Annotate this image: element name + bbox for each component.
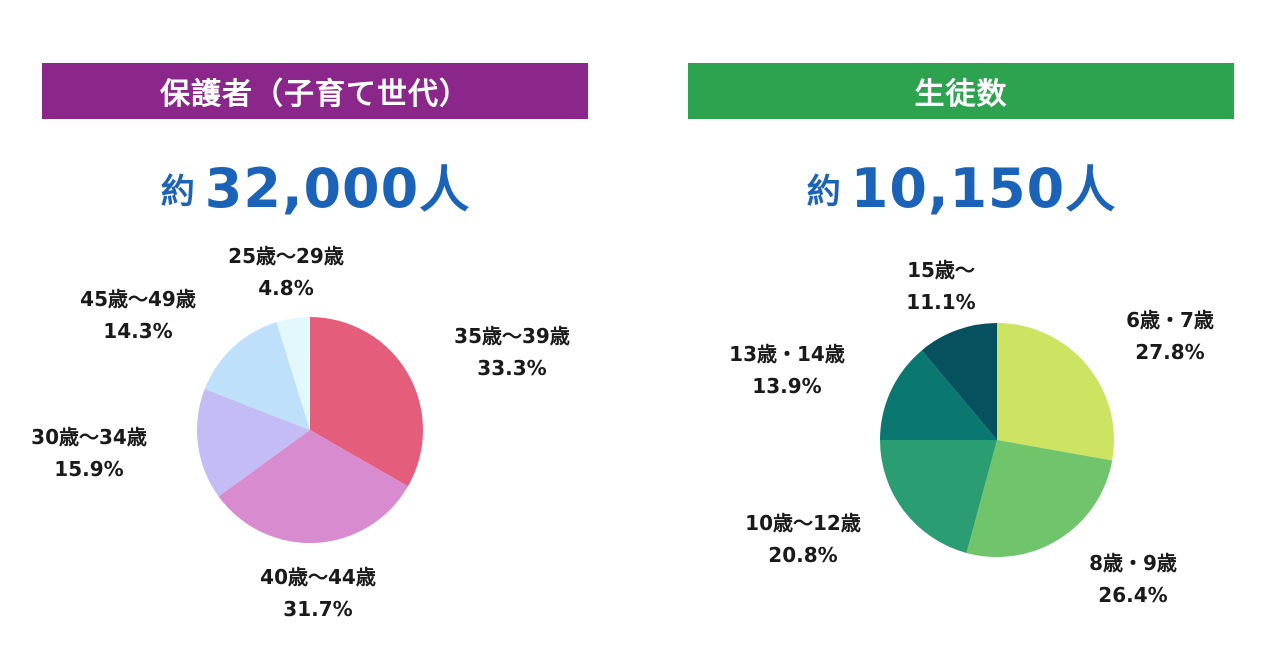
- guardians-total-unit: 人: [419, 161, 470, 219]
- students-total: 約 10,150人: [688, 150, 1234, 222]
- pie-slice-15: [921, 323, 997, 440]
- pie-label-6-7: 6歳・7歳: [1126, 308, 1214, 332]
- pie-label-10-12: 10歳〜12歳: [745, 511, 861, 535]
- guardians-total-prefix: 約: [160, 172, 195, 212]
- pie-slice-45-49: [204, 322, 310, 430]
- pie-label-35-39: 35歳〜39歳: [454, 324, 570, 348]
- guardians-total-value: 32,000: [204, 157, 420, 220]
- pie-label-13-14: 13歳・14歳: [729, 342, 845, 366]
- pie-pct-25-29: 4.8%: [258, 276, 313, 300]
- guardians-panel: 保護者（子育て世代） 約 32,000人: [42, 0, 588, 670]
- guardians-title: 保護者（子育て世代）: [160, 77, 470, 112]
- pie-pct-10-12: 20.8%: [768, 543, 837, 567]
- students-total-value: 10,150: [850, 157, 1066, 220]
- pie-slice-6-7: [997, 323, 1114, 461]
- pie-label-30-34: 30歳〜34歳: [31, 425, 147, 449]
- students-total-unit: 人: [1065, 161, 1116, 219]
- students-title: 生徒数: [914, 77, 1008, 112]
- students-total-prefix: 約: [806, 172, 841, 212]
- pie-pct-30-34: 15.9%: [54, 457, 123, 481]
- pie-slice-35-39: [310, 317, 423, 487]
- pie-label-45-49: 45歳〜49歳: [80, 287, 196, 311]
- pie-pct-15: 11.1%: [906, 290, 975, 314]
- pie-slice-30-34: [197, 389, 310, 497]
- pie-label-8-9: 8歳・9歳: [1089, 551, 1177, 575]
- pie-pct-13-14: 13.9%: [752, 374, 821, 398]
- pie-pct-35-39: 33.3%: [477, 356, 546, 380]
- pie-label-15: 15歳〜: [907, 258, 975, 282]
- pie-slice-8-9: [966, 440, 1113, 557]
- pie-label-40-44: 40歳〜44歳: [260, 565, 376, 589]
- pie-label-25-29: 25歳〜29歳: [228, 244, 344, 268]
- pie-pct-40-44: 31.7%: [283, 597, 352, 621]
- guardians-title-banner: 保護者（子育て世代）: [42, 63, 588, 119]
- pie-slice-25-29: [276, 317, 310, 430]
- pie-pct-6-7: 27.8%: [1135, 340, 1204, 364]
- students-title-banner: 生徒数: [688, 63, 1234, 119]
- pie-slice-10-12: [880, 440, 997, 553]
- students-panel: 生徒数 約 10,150人: [688, 0, 1234, 670]
- pie-slice-13-14: [880, 350, 997, 440]
- pie-pct-45-49: 14.3%: [103, 319, 172, 343]
- pie-pct-8-9: 26.4%: [1098, 583, 1167, 607]
- pie-slice-40-44: [218, 430, 408, 543]
- guardians-total: 約 32,000人: [42, 150, 588, 222]
